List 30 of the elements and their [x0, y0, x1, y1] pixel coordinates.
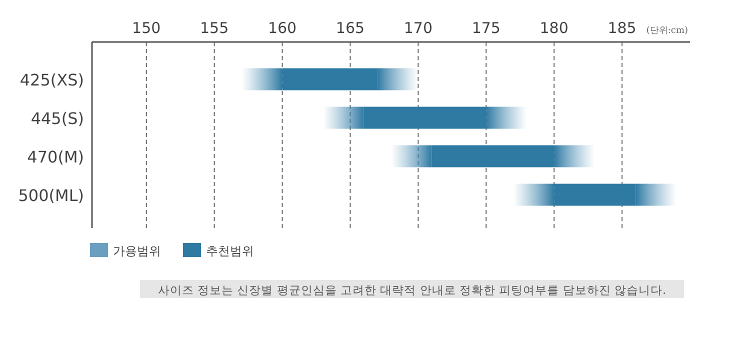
y-tick-label: 445(S): [30, 108, 84, 128]
bar: [391, 145, 432, 168]
bar: [554, 145, 595, 168]
legend-label: 추천범위: [206, 244, 254, 258]
bar: [377, 68, 418, 90]
bar: [323, 106, 364, 129]
bar: [636, 184, 676, 206]
x-tick-label: 165: [336, 19, 365, 37]
x-tick-label: 150: [132, 19, 161, 37]
legend-label: 가용범위: [113, 244, 161, 258]
bar: [432, 145, 554, 168]
text: 사이즈 정보는 신장별 평균인심을 고려한 대략적 안내로 정확한 피팅여부를 담보하진 않습니다.: [158, 283, 666, 297]
legend-item: 추천범위: [183, 243, 254, 258]
x-tick-label: 175: [472, 19, 500, 37]
bar: [486, 106, 527, 129]
x-tick-label: 180: [540, 19, 568, 37]
bar: [242, 68, 282, 90]
x-axis-title: (단위:cm): [646, 26, 688, 36]
y-tick-label: 500(ML): [18, 186, 84, 205]
x-tick-label: 155: [200, 19, 229, 37]
x-tick-label: 170: [404, 19, 432, 37]
bar: [513, 184, 554, 206]
y-tick-label: 470(M): [27, 147, 84, 166]
bar: [282, 68, 378, 90]
y-tick-label: 425(XS): [20, 70, 84, 90]
legend-item: 가용범위: [90, 243, 161, 258]
x-tick-label: 185: [608, 19, 636, 37]
bar: [364, 106, 486, 129]
x-tick-label: 160: [268, 19, 297, 37]
bar: [554, 184, 636, 206]
